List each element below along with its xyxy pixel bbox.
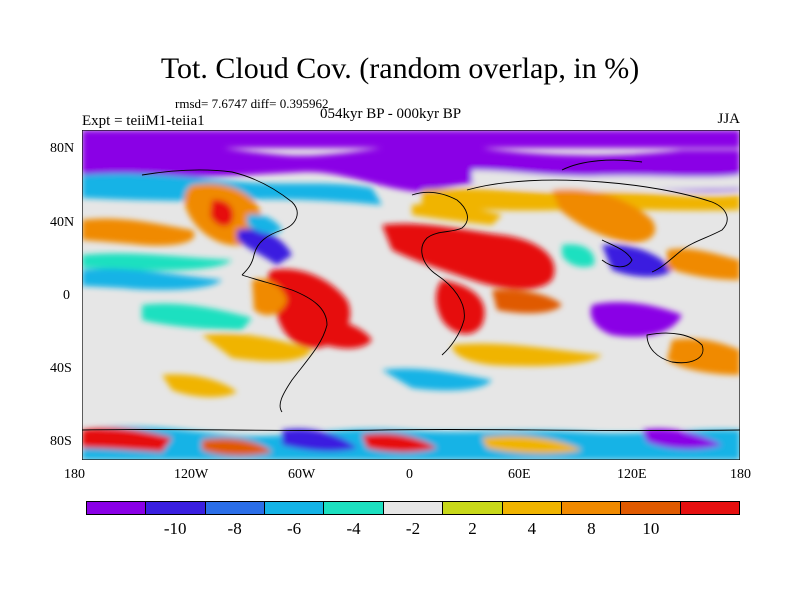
colorbar-swatch [502, 502, 562, 514]
colorbar-swatch [324, 502, 384, 514]
colorbar-label: -4 [346, 519, 361, 538]
colorbar-swatch [265, 502, 325, 514]
colorbar-swatch [680, 502, 739, 514]
season-label: JJA [717, 111, 740, 127]
colorbar-label: -10 [163, 519, 187, 538]
lon-tick-label: 60W [288, 467, 316, 482]
colorbar-label: 4 [527, 519, 537, 538]
lon-tick-label: 120E [617, 467, 647, 482]
colorbar-swatch [383, 502, 444, 514]
lat-tick-label: 80N [50, 141, 75, 156]
colorbar-label: -8 [227, 519, 242, 538]
lon-tick-label: 180 [730, 467, 751, 482]
colorbar-label: -2 [405, 519, 421, 538]
cloud-cover-map [82, 130, 740, 460]
coastlines [82, 159, 740, 432]
colorbar-label: 10 [642, 519, 660, 538]
lat-tick-label: 40S [50, 361, 72, 376]
lat-tick-label: 40N [50, 215, 75, 230]
stats-text: rmsd= 7.6747 diff= 0.395962 [175, 96, 329, 111]
lat-tick-label: 0 [63, 288, 70, 303]
colorbar-swatch [146, 502, 206, 514]
colorbar-swatch [87, 502, 147, 514]
lon-tick-label: 60E [508, 467, 531, 482]
colorbar-label: -6 [286, 519, 302, 538]
colorbar [86, 501, 740, 515]
period-label: 054kyr BP - 000kyr BP [320, 106, 462, 122]
lon-tick-label: 0 [406, 467, 413, 482]
colorbar-label: 2 [468, 519, 477, 538]
colorbar-swatch [561, 502, 622, 514]
lat-tick-label: 80S [50, 434, 72, 449]
experiment-label: Expt = teiiM1-teiia1 [82, 113, 205, 129]
colorbar-swatch [205, 502, 266, 514]
map-panel [82, 130, 740, 460]
colorbar-swatch [621, 502, 681, 514]
lon-tick-label: 180 [64, 467, 85, 482]
colorbar-swatch [443, 502, 503, 514]
lon-tick-label: 120W [174, 467, 209, 482]
plot-title: Tot. Cloud Cov. (random overlap, in %) [160, 52, 640, 85]
colorbar-label: 8 [587, 519, 596, 538]
